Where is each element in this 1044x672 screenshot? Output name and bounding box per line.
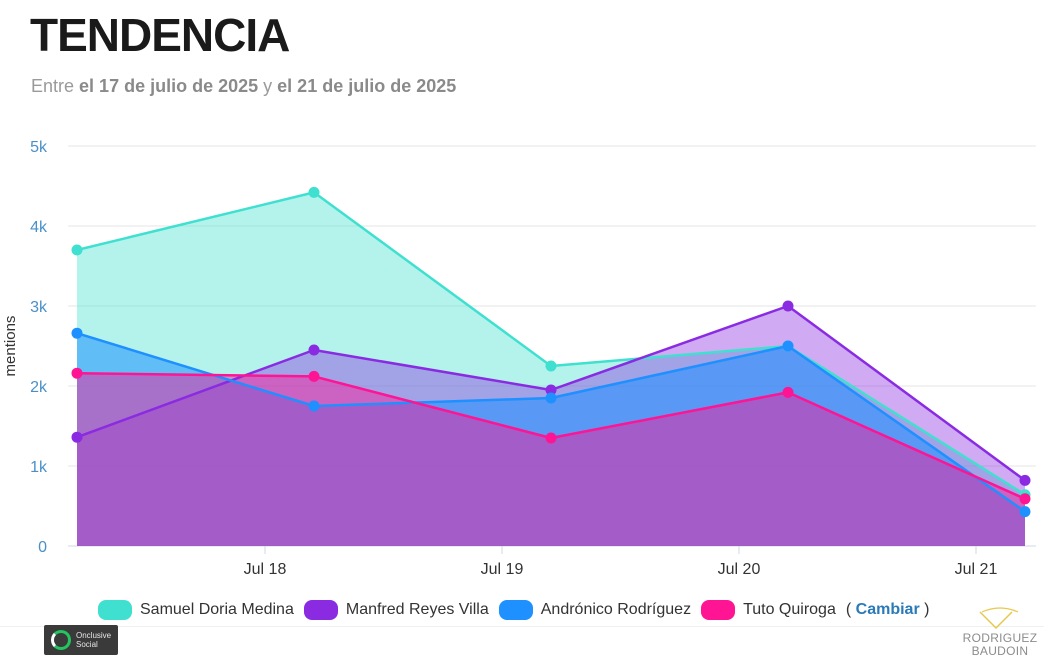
y-tick-label: 4k (30, 219, 48, 236)
legend-item-andronico-rodriguez[interactable]: Andrónico Rodríguez (498, 600, 692, 620)
point-tuto-quiroga (1019, 493, 1031, 505)
legend-swatch (303, 600, 338, 620)
x-tick-label: Jul 19 (481, 561, 524, 578)
point-tuto-quiroga (545, 432, 557, 444)
chart-legend: Samuel Doria Medina Manfred Reyes Villa … (98, 598, 929, 622)
y-axis-label: mentions (2, 316, 19, 377)
point-andronico-rodriguez (71, 327, 83, 339)
subtitle-mid: y (263, 76, 273, 96)
x-tick-label: Jul 20 (718, 561, 761, 578)
area-tuto-quiroga (77, 373, 1025, 546)
legend-label: Andrónico Rodríguez (540, 601, 692, 618)
trend-chart: 0 1k 2k 3k 4k 5k mentions Jul 18 Jul 19 Jul 20 Jul… (2, 139, 1036, 578)
legend-item-tuto-quiroga[interactable]: Tuto Quiroga (701, 600, 836, 620)
legend-label: Tuto Quiroga (743, 601, 836, 618)
date-range-subtitle: Entre el 17 de julio de 2025 y el 21 de … (31, 76, 456, 97)
point-manfred-reyes-villa (1019, 474, 1031, 486)
point-andronico-rodriguez (1019, 506, 1031, 518)
onclusive-line1: Onclusive (76, 631, 112, 640)
change-wrapper: ( Cambiar ) (846, 601, 930, 619)
legend-label: Samuel Doria Medina (140, 601, 294, 618)
rb-line1: RODRIGUEZ (962, 631, 1038, 645)
legend-swatch (701, 600, 736, 620)
point-tuto-quiroga (782, 386, 794, 398)
date-end: el 21 de julio de 2025 (277, 76, 457, 96)
point-andronico-rodriguez (782, 340, 794, 352)
legend-swatch (98, 600, 132, 620)
legend-item-samuel-doria-medina[interactable]: Samuel Doria Medina (98, 600, 294, 620)
point-manfred-reyes-villa (782, 300, 794, 312)
legend-label: Manfred Reyes Villa (345, 601, 489, 618)
rb-emblem-icon (979, 607, 1019, 630)
x-tick-label: Jul 21 (955, 561, 998, 578)
y-tick-label: 0 (38, 539, 47, 556)
rodriguez-baudoin-logo: RODRIGUEZ BAUDOIN (958, 606, 1042, 664)
onclusive-ring-icon (51, 630, 71, 650)
point-manfred-reyes-villa (545, 384, 557, 396)
point-tuto-quiroga (308, 370, 320, 382)
change-close-paren: ) (924, 601, 930, 618)
y-tick-label: 2k (30, 379, 48, 396)
subtitle-prefix: Entre (31, 76, 75, 96)
change-link[interactable]: Cambiar (855, 601, 920, 618)
footer-divider (0, 626, 1044, 627)
y-tick-label: 1k (30, 459, 48, 476)
onclusive-line2: Social (76, 640, 98, 649)
point-manfred-reyes-villa (71, 431, 83, 443)
point-manfred-reyes-villa (308, 344, 320, 356)
point-andronico-rodriguez (308, 400, 320, 412)
point-andronico-rodriguez (545, 392, 557, 404)
point-tuto-quiroga (71, 367, 83, 379)
legend-swatch (498, 600, 533, 620)
date-start: el 17 de julio de 2025 (79, 76, 259, 96)
page-title: TENDENCIA (30, 9, 290, 61)
legend-item-manfred-reyes-villa[interactable]: Manfred Reyes Villa (303, 600, 489, 620)
x-tick-label: Jul 18 (244, 561, 287, 578)
y-tick-label: 5k (30, 139, 48, 156)
change-open-paren: ( (845, 601, 852, 618)
onclusive-logo: Onclusive Social (44, 625, 118, 655)
y-tick-label: 3k (30, 299, 48, 316)
rb-line2: BAUDOIN (971, 644, 1029, 658)
point-samuel-doria-medina (545, 360, 557, 372)
point-samuel-doria-medina (308, 186, 320, 198)
point-samuel-doria-medina (71, 244, 83, 256)
